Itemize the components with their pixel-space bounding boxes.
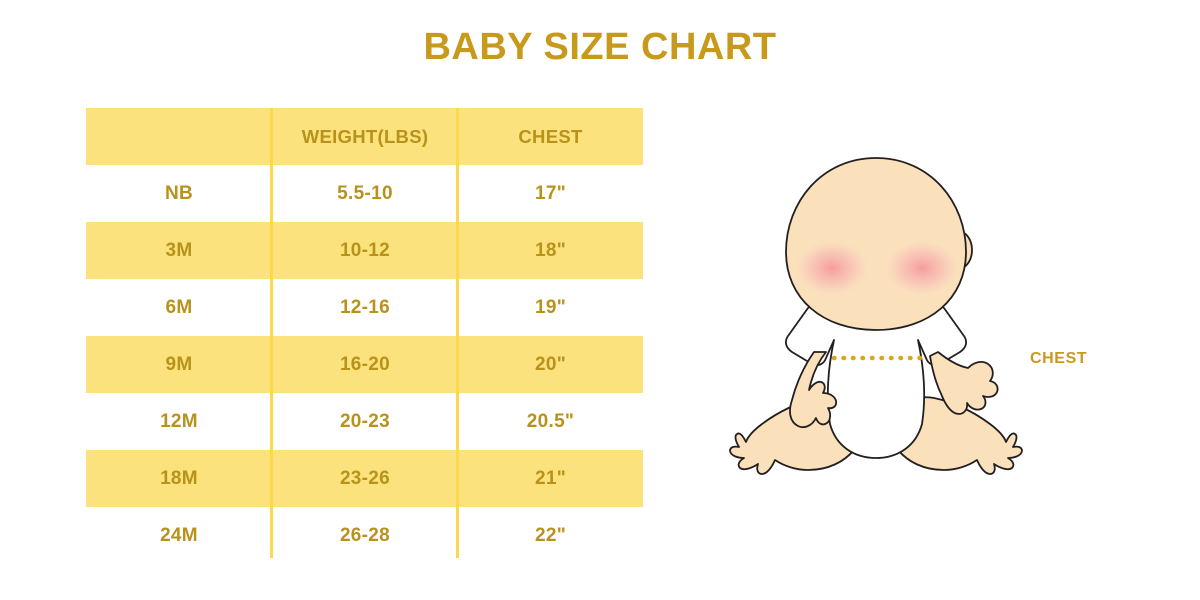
- table-row: 6M 12-16 19": [86, 279, 643, 336]
- cell-size: 6M: [165, 296, 193, 318]
- table-row: 12M 20-23 20.5": [86, 393, 643, 450]
- cell-weight: 5.5-10: [337, 182, 393, 204]
- table-row: 18M 23-26 21": [86, 450, 643, 507]
- table-row: 24M 26-28 22": [86, 507, 643, 564]
- cell-size: 3M: [165, 239, 193, 261]
- cell-size: NB: [164, 182, 194, 204]
- column-header-size: [86, 108, 272, 165]
- blush-right: [886, 241, 958, 295]
- column-divider-2: [456, 108, 459, 558]
- column-header-chest: CHEST: [518, 125, 583, 147]
- chest-measure-label: CHEST: [1030, 350, 1088, 367]
- arm-left: [789, 351, 838, 429]
- cell-chest: 18": [534, 239, 567, 261]
- cell-chest: 21": [534, 467, 567, 489]
- head: [785, 157, 967, 331]
- cell-size: 9M: [165, 353, 193, 375]
- cell-chest: 17": [534, 182, 567, 204]
- size-chart-table: WEIGHT(LBS) CHEST NB 5.5-10 17" 3M 10-12…: [86, 108, 643, 564]
- table-header-row: WEIGHT(LBS) CHEST: [86, 108, 643, 165]
- table-row: 9M 16-20 20": [86, 336, 643, 393]
- cell-size: 18M: [160, 467, 198, 489]
- cell-chest: 20": [534, 353, 567, 375]
- cell-weight: 12-16: [339, 296, 391, 318]
- cell-weight: 23-26: [339, 467, 391, 489]
- table-body: NB 5.5-10 17" 3M 10-12 18" 6M 12-16 19" …: [86, 165, 643, 564]
- cell-chest: 22": [534, 524, 567, 546]
- cell-size: 12M: [160, 410, 198, 432]
- table-row: NB 5.5-10 17": [86, 165, 643, 222]
- baby-illustration: [726, 140, 1056, 490]
- cell-weight: 26-28: [339, 524, 391, 546]
- page-title: BABY SIZE CHART: [423, 26, 777, 68]
- cell-chest: 20.5": [526, 410, 575, 432]
- cell-weight: 10-12: [339, 239, 391, 261]
- cell-size: 24M: [160, 524, 198, 546]
- column-divider-1: [270, 108, 273, 558]
- blush-left: [796, 241, 868, 295]
- cell-weight: 16-20: [339, 353, 391, 375]
- arm-right: [929, 351, 999, 415]
- column-header-weight: WEIGHT(LBS): [301, 125, 429, 147]
- cell-weight: 20-23: [339, 410, 391, 432]
- cell-chest: 19": [534, 296, 567, 318]
- table-row: 3M 10-12 18": [86, 222, 643, 279]
